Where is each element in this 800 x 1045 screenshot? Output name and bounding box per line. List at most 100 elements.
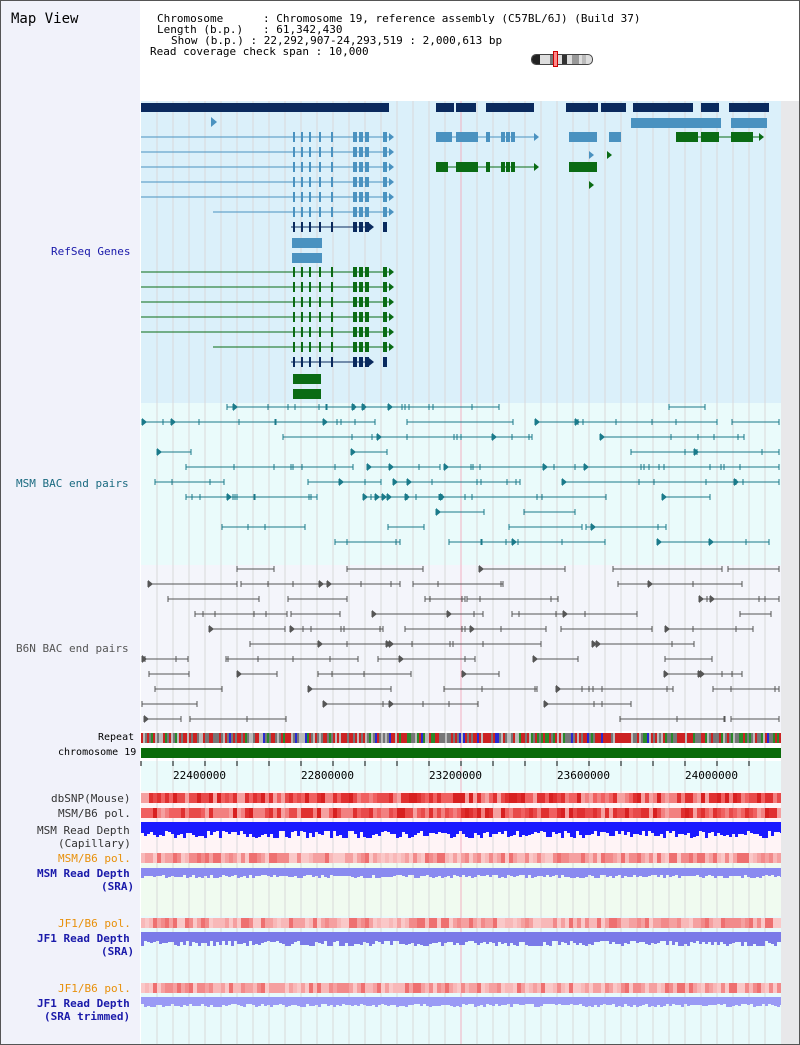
msm-read-depth-1-label[interactable]: MSM Read Depth <box>37 824 130 837</box>
heatmap-cell <box>737 853 741 863</box>
gene-exon <box>319 222 321 232</box>
repeat-element <box>697 733 699 743</box>
repeat-element <box>359 733 361 743</box>
depth-bar <box>210 997 213 1005</box>
depth-bar <box>366 822 369 838</box>
heatmap-cell <box>165 808 169 818</box>
msm-b6-pol-2-label[interactable]: MSM/B6 pol. <box>58 852 131 865</box>
depth-bar <box>768 932 771 943</box>
heatmap-cell <box>409 808 413 818</box>
bac-end-arrow <box>562 478 567 486</box>
refseq-track-label[interactable]: RefSeq Genes <box>51 245 131 258</box>
heatmap-cell <box>261 793 265 803</box>
chromosome-ideogram[interactable] <box>531 54 593 65</box>
depth-bar <box>297 997 300 1006</box>
depth-bar <box>429 868 432 877</box>
heatmap-cell <box>453 793 457 803</box>
repeat-element <box>429 733 431 743</box>
heatmap-cell <box>653 918 657 928</box>
depth-bar <box>303 822 306 832</box>
heatmap-cell <box>433 808 437 818</box>
heatmap-cell <box>761 983 765 993</box>
depth-bar <box>498 868 501 878</box>
jf1-read-depth-2-label[interactable]: JF1 Read Depth <box>37 997 130 1010</box>
depth-bar <box>558 997 561 1004</box>
heatmap-cell <box>225 793 229 803</box>
jf1-b6-pol-2-label[interactable]: JF1/B6 pol. <box>58 982 131 995</box>
heatmap-cell <box>157 918 161 928</box>
repeat-element <box>663 733 665 743</box>
heatmap-cell <box>297 983 301 993</box>
repeat-element <box>495 733 497 743</box>
depth-bar <box>603 997 606 1004</box>
heatmap-cell <box>637 808 641 818</box>
depth-bar <box>600 932 603 941</box>
gene-block-green <box>293 374 321 384</box>
bac-end-arrow <box>363 493 368 501</box>
repeat-element <box>441 733 443 743</box>
heatmap-cell <box>449 793 453 803</box>
depth-bar <box>531 868 534 878</box>
depth-bar <box>555 868 558 875</box>
track-plot-area[interactable] <box>140 101 783 1044</box>
depth-bar <box>387 932 390 941</box>
heatmap-cell <box>425 793 429 803</box>
msm-read-depth-2-label[interactable]: MSM Read Depth <box>37 867 130 880</box>
heatmap-cell <box>581 983 585 993</box>
heatmap-cell <box>317 793 321 803</box>
heatmap-cell <box>197 983 201 993</box>
heatmap-cell <box>325 853 329 863</box>
gene-exon <box>319 162 321 172</box>
repeat-element <box>203 733 205 743</box>
heatmap-cell <box>561 983 565 993</box>
b6n-bac-track-label[interactable]: B6N BAC end pairs <box>16 642 129 655</box>
gene-exon <box>365 342 369 352</box>
axis-tick-label: 22800000 <box>301 769 354 782</box>
repeat-element <box>617 733 619 743</box>
depth-bar <box>720 868 723 876</box>
heatmap-cell <box>169 793 173 803</box>
depth-bar <box>672 932 675 945</box>
depth-bar <box>360 932 363 945</box>
repeat-element <box>511 733 513 743</box>
coverage-value: 10,000 <box>328 45 369 58</box>
depth-bar <box>159 932 162 944</box>
heatmap-cell <box>433 918 437 928</box>
depth-bar <box>327 932 330 946</box>
bac-end-arrow <box>575 418 580 426</box>
heatmap-cell <box>161 808 165 818</box>
repeat-element <box>315 733 317 743</box>
heatmap-cell <box>369 808 373 818</box>
depth-bar <box>675 932 678 942</box>
heatmap-cell <box>737 793 741 803</box>
msm-bac-track-label[interactable]: MSM BAC end pairs <box>16 477 129 490</box>
show-key: Show (b.p.) <box>171 34 244 47</box>
repeat-element <box>445 733 447 743</box>
depth-bar <box>390 997 393 1005</box>
heatmap-cell <box>505 808 509 818</box>
heatmap-cell <box>593 808 597 818</box>
heatmap-cell <box>397 793 401 803</box>
depth-bar <box>609 822 612 836</box>
msm-b6-pol-1-label[interactable]: MSM/B6 pol. <box>58 807 131 820</box>
heatmap-cell <box>769 808 773 818</box>
gene-exon <box>331 342 333 352</box>
depth-bar <box>771 868 774 875</box>
repeat-element <box>739 733 741 743</box>
depth-bar <box>177 932 180 946</box>
gene-exon <box>331 327 333 337</box>
depth-bar <box>546 997 549 1004</box>
heatmap-cell <box>457 983 461 993</box>
depth-bar <box>396 822 399 838</box>
heatmap-cell <box>457 918 461 928</box>
jf1-b6-pol-1-label[interactable]: JF1/B6 pol. <box>58 917 131 930</box>
ideogram-position-marker[interactable] <box>553 51 558 67</box>
heatmap-cell <box>229 918 233 928</box>
depth-bar <box>708 997 711 1005</box>
depth-bar <box>627 868 630 877</box>
heatmap-cell <box>609 918 613 928</box>
dbsnp-track-label[interactable]: dbSNP(Mouse) <box>51 792 131 805</box>
depth-bar <box>402 932 405 944</box>
jf1-read-depth-1-label[interactable]: JF1 Read Depth <box>37 932 130 945</box>
repeat-element <box>759 733 761 743</box>
